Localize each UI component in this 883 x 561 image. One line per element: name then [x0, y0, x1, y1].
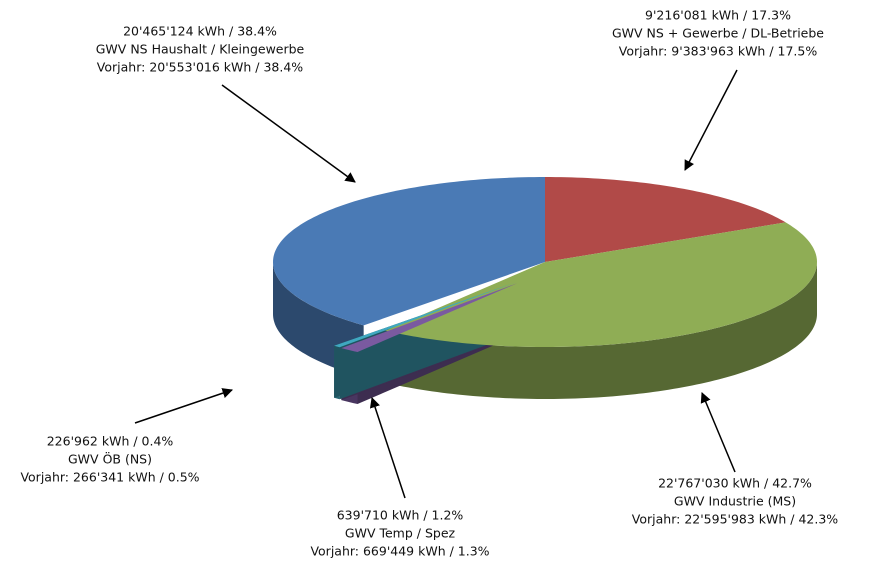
leader-arrow	[700, 392, 736, 473]
previous-label: Vorjahr: 266'341 kWh / 0.5%	[20, 470, 199, 485]
previous-label: Vorjahr: 20'553'016 kWh / 38.4%	[97, 60, 304, 75]
leader-arrow	[369, 397, 406, 499]
leader-arrow	[134, 388, 233, 424]
slice	[334, 282, 516, 348]
category-label: GWV ÖB (NS)	[68, 451, 152, 467]
slice	[341, 283, 518, 353]
leader-arrow	[221, 84, 356, 183]
slice-side	[385, 262, 817, 399]
leader-arrow	[684, 69, 738, 171]
previous-label: Vorjahr: 9'383'963 kWh / 17.5%	[619, 44, 818, 59]
previous-label: Vorjahr: 22'595'983 kWh / 42.3%	[632, 512, 839, 527]
value-label: 639'710 kWh / 1.2%	[337, 508, 464, 523]
category-label: GWV Industrie (MS)	[674, 494, 796, 509]
value-label: 226'962 kWh / 0.4%	[47, 434, 174, 449]
slice	[273, 177, 545, 326]
slice	[545, 177, 786, 262]
previous-label: Vorjahr: 669'449 kWh / 1.3%	[310, 544, 489, 559]
value-label: 20'465'124 kWh / 38.4%	[123, 24, 277, 39]
slice	[385, 222, 817, 347]
value-label: 9'216'081 kWh / 17.3%	[645, 8, 791, 23]
category-label: GWV Temp / Spez	[345, 526, 456, 541]
category-label: GWV NS + Gewerbe / DL-Betriebe	[612, 26, 824, 41]
category-label: GWV NS Haushalt / Kleingewerbe	[96, 42, 305, 57]
value-label: 22'767'030 kWh / 42.7%	[658, 476, 812, 491]
